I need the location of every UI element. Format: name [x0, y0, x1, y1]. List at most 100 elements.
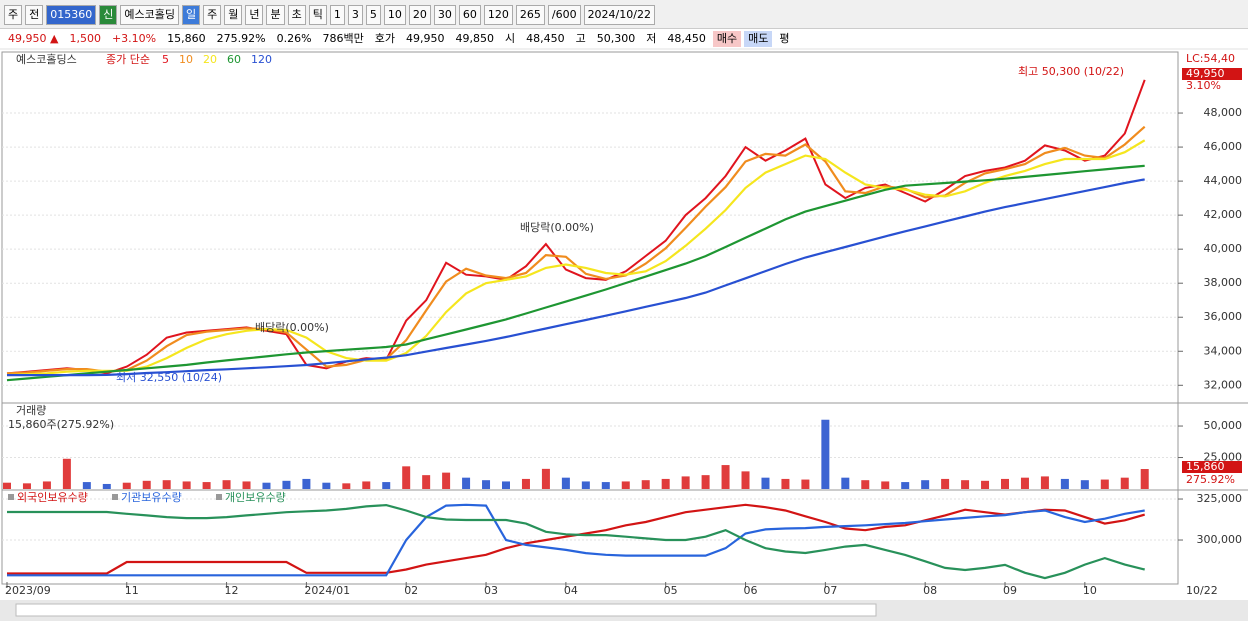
- legend-label: 외국인보유수량: [17, 491, 88, 504]
- toolbar-item[interactable]: 3: [347, 5, 363, 25]
- y-tick-label: 46,000: [1204, 140, 1243, 153]
- toolbar-item[interactable]: 일: [181, 5, 201, 25]
- volume-bar: [262, 482, 271, 489]
- y-tick-label: 32,000: [1204, 378, 1243, 391]
- volume-bar: [282, 480, 291, 489]
- toolbar-item[interactable]: 평: [779, 31, 790, 45]
- legend-swatch: [216, 494, 222, 500]
- volume-bar: [3, 482, 11, 489]
- volume-bar: [721, 465, 730, 489]
- toolbar-item[interactable]: 고: [575, 31, 586, 45]
- x-tick-label: 2024/01: [304, 584, 350, 597]
- x-tick-label: 02: [404, 584, 418, 597]
- right-label: 49,950: [1186, 67, 1225, 80]
- legend-label: 기관보유수량: [121, 491, 182, 504]
- toolbar-item[interactable]: 48,450: [526, 31, 565, 45]
- toolbar-item[interactable]: 전: [25, 5, 44, 25]
- toolbar-item[interactable]: 예스코홀딩: [120, 5, 179, 25]
- toolbar-item[interactable]: 월: [224, 5, 243, 25]
- toolbar-item[interactable]: 20: [408, 5, 431, 25]
- x-tick-label: 09: [1003, 584, 1017, 597]
- volume-bar: [681, 476, 690, 489]
- volume-bar: [521, 478, 530, 489]
- toolbar-item[interactable]: 2024/10/22: [583, 5, 655, 25]
- toolbar-item[interactable]: /600: [547, 5, 581, 25]
- toolbar-item[interactable]: 265: [515, 5, 545, 25]
- y-tick-label: 42,000: [1204, 208, 1243, 221]
- x-tick-label: 06: [744, 584, 758, 597]
- quote-bar: 49,950 ▲ 1,500 +3.10% 15,860 275.92% 0.26% 786…: [0, 28, 1248, 48]
- y-tick-label: 325,000: [1197, 492, 1243, 505]
- series-line: [6, 139, 1146, 377]
- toolbar-item[interactable]: +3.10%: [111, 31, 157, 45]
- toolbar-item[interactable]: 1,500: [69, 31, 101, 45]
- volume-bar: [302, 478, 311, 489]
- x-tick-label: 12: [225, 584, 239, 597]
- y-tick-label: 38,000: [1204, 276, 1243, 289]
- chart-title: 예스코홀딩스: [16, 53, 77, 66]
- toolbar-item[interactable]: 10: [383, 5, 406, 25]
- toolbar-item[interactable]: 48,450: [667, 31, 706, 45]
- x-tick-label: 08: [923, 584, 937, 597]
- x-tick-label: 05: [664, 584, 678, 597]
- toolbar-item[interactable]: 년: [245, 5, 264, 25]
- volume-bar: [82, 482, 91, 489]
- y-tick-label: 48,000: [1204, 106, 1243, 119]
- y-tick-label: 25,000: [1204, 451, 1243, 464]
- volume-bar: [581, 481, 590, 489]
- toolbar-item[interactable]: 분: [266, 5, 285, 25]
- toolbar-item[interactable]: 60: [458, 5, 481, 25]
- toolbar-item[interactable]: 50,300: [596, 31, 636, 45]
- scroll-thumb[interactable]: [15, 603, 877, 617]
- toolbar-item[interactable]: 신: [99, 5, 118, 25]
- plot-frame: [1, 51, 1179, 585]
- toolbar-item[interactable]: 786백만: [322, 31, 364, 45]
- toolbar-item[interactable]: 120: [483, 5, 513, 25]
- toolbar-item[interactable]: 49,850: [455, 31, 495, 45]
- volume-bar: [42, 481, 51, 489]
- toolbar-item[interactable]: 275.92%: [216, 31, 266, 45]
- toolbar-item[interactable]: 5: [365, 5, 381, 25]
- price-marker: [1182, 68, 1242, 80]
- volume-bar: [1020, 477, 1029, 489]
- volume-bar: [561, 477, 570, 489]
- volume-bar: [1100, 479, 1109, 489]
- volume-bar: [402, 466, 411, 489]
- y-tick-label: 40,000: [1204, 242, 1243, 255]
- volume-bar: [62, 458, 71, 489]
- toolbar-item[interactable]: 주: [203, 5, 222, 25]
- toolbar-item[interactable]: 015360: [46, 5, 97, 25]
- volume-bar: [362, 481, 371, 489]
- volume-bar: [541, 468, 550, 489]
- x-tick-label: 07: [823, 584, 837, 597]
- x-tick-label: 10: [1083, 584, 1097, 597]
- y-tick-label: 300,000: [1197, 533, 1243, 546]
- toolbar-item[interactable]: 초: [287, 5, 306, 25]
- toolbar-item[interactable]: 저: [646, 31, 657, 45]
- toolbar-item[interactable]: 0.26%: [276, 31, 312, 45]
- toolbar-item[interactable]: 매수: [712, 30, 742, 47]
- volume-bar: [781, 478, 790, 489]
- toolbar-item[interactable]: 30: [433, 5, 456, 25]
- toolbar-item[interactable]: 매도: [744, 30, 773, 47]
- legend-label: 개인보유수량: [225, 491, 286, 504]
- toolbar-item[interactable]: 틱: [308, 5, 327, 25]
- volume-bar: [901, 482, 910, 489]
- volume-bar: [242, 481, 251, 489]
- volume-bar: [881, 481, 890, 489]
- toolbar-item[interactable]: 시: [505, 31, 516, 45]
- annotation: 최고 50,300 (10/22): [1018, 65, 1124, 78]
- volume-bar: [701, 475, 710, 489]
- x-tick-label: 2023/09: [5, 584, 51, 597]
- volume-bar: [442, 472, 451, 489]
- toolbar-item[interactable]: 주: [4, 5, 23, 25]
- volume-bar: [502, 481, 510, 489]
- volume-bar: [961, 480, 970, 489]
- legend-label: 20: [203, 53, 217, 66]
- toolbar-item[interactable]: 49,950: [406, 31, 445, 45]
- legend-swatch: [112, 494, 118, 500]
- toolbar-item[interactable]: 호가: [374, 31, 396, 45]
- toolbar-item[interactable]: 15,860: [167, 31, 206, 45]
- toolbar-item[interactable]: 49,950 ▲: [8, 31, 59, 45]
- toolbar-item[interactable]: 1: [329, 5, 345, 25]
